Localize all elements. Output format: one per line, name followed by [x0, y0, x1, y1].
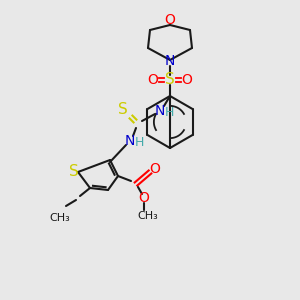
- Text: O: O: [139, 191, 149, 205]
- Text: H: H: [164, 106, 174, 119]
- Text: N: N: [155, 104, 165, 118]
- Text: CH₃: CH₃: [138, 211, 158, 221]
- Text: O: O: [182, 73, 192, 87]
- Text: S: S: [165, 73, 175, 88]
- Text: S: S: [118, 101, 128, 116]
- Text: O: O: [148, 73, 158, 87]
- Text: N: N: [125, 134, 135, 148]
- Text: O: O: [150, 162, 160, 176]
- Text: S: S: [69, 164, 79, 179]
- Text: O: O: [165, 13, 176, 27]
- Text: CH₃: CH₃: [50, 213, 70, 223]
- Text: H: H: [134, 136, 144, 149]
- Text: N: N: [165, 54, 175, 68]
